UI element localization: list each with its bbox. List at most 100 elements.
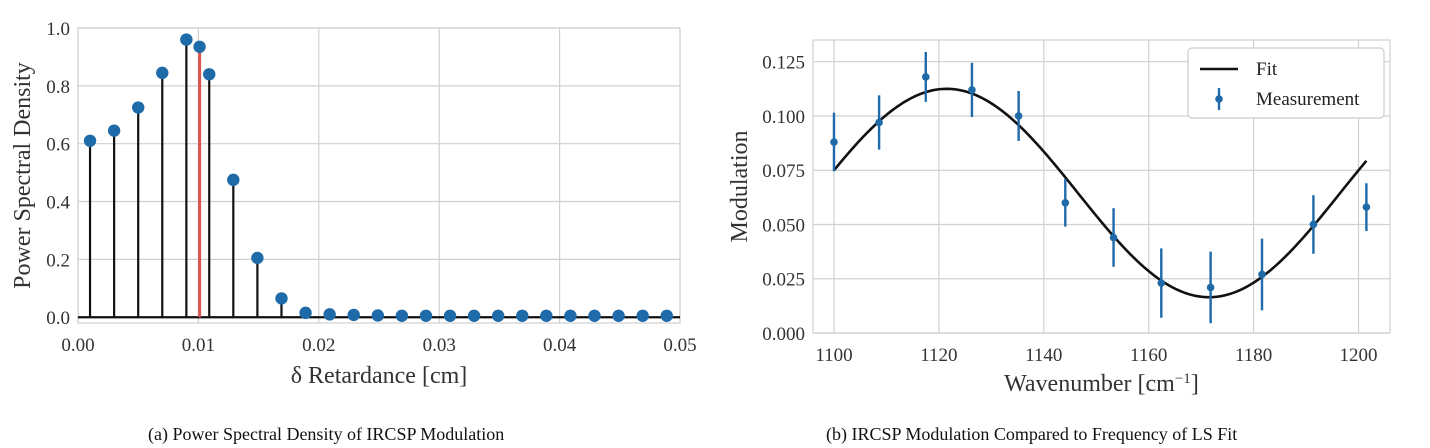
chart-b-y-tick-label: 0.025 xyxy=(762,270,805,291)
chart-b-y-tick-label: 0.050 xyxy=(762,215,805,236)
chart-a-plot-area xyxy=(77,27,681,324)
chart-a-marker xyxy=(180,33,193,46)
measurement-point xyxy=(1362,183,1371,231)
chart-a-marker xyxy=(275,292,288,305)
chart-b-x-tick-label: 1200 xyxy=(1340,345,1378,366)
legend-fit-label: Fit xyxy=(1256,59,1278,80)
chart-b-y-ticks: 0.000 0.025 0.050 0.075 0.100 0.125 xyxy=(762,53,805,345)
caption-b: (b) IRCSP Modulation Compared to Frequen… xyxy=(826,424,1238,444)
chart-a-y-tick-label: 0.6 xyxy=(46,135,70,156)
chart-a-y-tick-label: 0.2 xyxy=(46,250,70,271)
measurement-series xyxy=(830,51,1371,324)
chart-a-marker xyxy=(636,309,649,322)
fit-curve xyxy=(832,87,1368,299)
chart-a-marker xyxy=(564,309,577,322)
chart-a-y-tick-label: 0.8 xyxy=(46,77,70,98)
measurement-marker xyxy=(1014,112,1023,120)
measurement-marker xyxy=(1258,270,1266,279)
chart-a-marker xyxy=(323,308,336,321)
chart-a-marker xyxy=(467,309,481,322)
chart-a-y-tick-label: 1.0 xyxy=(46,19,70,40)
chart-a-marker xyxy=(443,309,457,322)
chart-a-marker xyxy=(156,66,169,80)
chart-a-marker xyxy=(491,309,505,322)
chart-a-marker xyxy=(107,124,121,137)
chart-a-x-tick-label: 0.00 xyxy=(61,335,94,356)
chart-a-x-tick-label: 0.02 xyxy=(302,335,335,356)
chart-a-y-tick-label: 0.0 xyxy=(46,308,70,329)
chart-b-x-tick-label: 1140 xyxy=(1025,345,1062,366)
chart-b-x-axis-title-exponent: −1 xyxy=(1175,371,1191,387)
measurement-point xyxy=(1309,195,1318,254)
chart-a-marker xyxy=(227,173,240,187)
chart-a-marker xyxy=(83,134,97,147)
chart-b-x-axis-title-end: ] xyxy=(1191,371,1199,397)
chart-a-marker xyxy=(193,40,206,53)
measurement-marker xyxy=(1309,220,1318,229)
measurement-marker xyxy=(830,138,838,146)
chart-a-marker xyxy=(251,251,264,265)
measurement-point xyxy=(1109,208,1118,267)
measurement-point xyxy=(921,51,930,102)
measurement-point xyxy=(1061,178,1070,227)
measurement-point xyxy=(968,62,976,118)
chart-b-x-ticks: 1100 1120 1140 1160 1180 1200 xyxy=(815,345,1377,366)
chart-a-y-axis-title: Power Spectral Density xyxy=(10,62,36,289)
chart-b-x-tick-label: 1120 xyxy=(920,345,957,366)
chart-b-y-axis-title: Modulation xyxy=(727,131,753,243)
legend-box xyxy=(1187,47,1385,119)
legend: Fit Measurement xyxy=(1187,47,1385,119)
measurement-point xyxy=(1157,248,1166,318)
chart-a-x-tick-label: 0.04 xyxy=(543,335,577,356)
chart-b-y-tick-label: 0.100 xyxy=(762,107,805,128)
chart-b-x-tick-label: 1180 xyxy=(1235,345,1272,366)
measurement-marker xyxy=(1109,233,1118,242)
chart-a-marker xyxy=(419,309,433,322)
measurement-marker xyxy=(875,118,883,127)
chart-a: 0.00 0.01 0.02 0.03 0.04 0.05 0.0 0.2 0.4 0.6 0.8… xyxy=(10,19,697,389)
chart-b: 1100 1120 1140 1160 1180 1200 0.000 0.025 0.050… xyxy=(727,39,1391,397)
chart-b-y-tick-label: 0.000 xyxy=(762,324,805,345)
chart-a-marker xyxy=(660,309,673,322)
chart-a-y-ticks: 0.0 0.2 0.4 0.6 0.8 1.0 xyxy=(46,19,70,329)
chart-a-x-ticks: 0.00 0.01 0.02 0.03 0.04 0.05 xyxy=(61,335,696,356)
chart-a-markers xyxy=(83,33,673,322)
chart-a-x-tick-label: 0.05 xyxy=(663,335,696,356)
legend-measurement-label: Measurement xyxy=(1256,89,1360,110)
chart-b-x-axis-title: Wavenumber [cm−1] xyxy=(1004,371,1199,397)
chart-a-x-axis-title: δ Retardance [cm] xyxy=(291,363,468,389)
chart-a-marker xyxy=(347,308,360,322)
chart-a-marker xyxy=(395,309,409,322)
measurement-point xyxy=(830,112,838,172)
chart-a-marker xyxy=(132,101,145,114)
chart-b-x-axis-title-main: Wavenumber [cm xyxy=(1004,371,1175,397)
chart-a-marker xyxy=(588,309,601,322)
chart-a-stems xyxy=(88,39,668,318)
chart-b-x-tick-label: 1100 xyxy=(815,345,852,366)
chart-b-y-tick-label: 0.125 xyxy=(762,53,805,74)
caption-a: (a) Power Spectral Density of IRCSP Modu… xyxy=(148,424,505,444)
measurement-point xyxy=(875,95,883,150)
measurement-marker xyxy=(1061,198,1070,207)
chart-a-marker xyxy=(203,68,216,81)
legend-measurement-marker xyxy=(1215,95,1223,103)
measurement-marker xyxy=(1362,203,1371,211)
chart-a-marker xyxy=(540,309,553,322)
chart-b-x-tick-label: 1160 xyxy=(1130,345,1167,366)
chart-a-y-tick-label: 0.4 xyxy=(46,193,70,214)
chart-a-marker xyxy=(516,309,529,322)
measurement-marker xyxy=(968,86,976,94)
measurement-point xyxy=(1258,238,1266,311)
chart-a-marker xyxy=(612,309,625,322)
measurement-point xyxy=(1014,91,1023,141)
chart-a-marker xyxy=(371,309,384,322)
chart-b-y-tick-label: 0.075 xyxy=(762,161,805,182)
chart-a-x-tick-label: 0.01 xyxy=(182,335,215,356)
measurement-marker xyxy=(1157,279,1166,287)
measurement-marker xyxy=(1206,283,1215,292)
measurement-point xyxy=(1206,251,1215,324)
measurement-marker xyxy=(921,73,930,81)
chart-b-frame xyxy=(812,39,1391,334)
chart-a-x-tick-label: 0.03 xyxy=(423,335,456,356)
